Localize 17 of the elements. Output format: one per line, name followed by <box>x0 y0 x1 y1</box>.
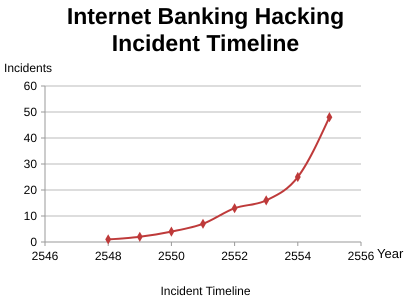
text: Incident Timeline <box>160 284 251 298</box>
chart-title: Internet Banking Hacking Incident Timeline <box>66 3 344 56</box>
x-tick-label: 2554 <box>284 249 312 263</box>
y-tick-label: 30 <box>24 157 38 172</box>
y-tick-label: 10 <box>24 209 38 224</box>
x-tick-label: 2550 <box>158 249 186 263</box>
y-tick-label: 0 <box>30 235 38 250</box>
x-tick-label: 2548 <box>94 249 122 263</box>
x-axis-title: Year <box>377 246 404 261</box>
x-tick-label: 2556 <box>348 249 375 263</box>
y-axis-title: Incidents <box>4 61 52 75</box>
y-tick-label: 40 <box>24 131 38 146</box>
y-tick-label: 50 <box>24 105 38 120</box>
x-tick-label: 2552 <box>221 249 248 263</box>
x-tick-label: 2546 <box>32 249 59 263</box>
y-tick-label: 20 <box>24 183 38 198</box>
y-tick-label: 60 <box>24 79 38 94</box>
